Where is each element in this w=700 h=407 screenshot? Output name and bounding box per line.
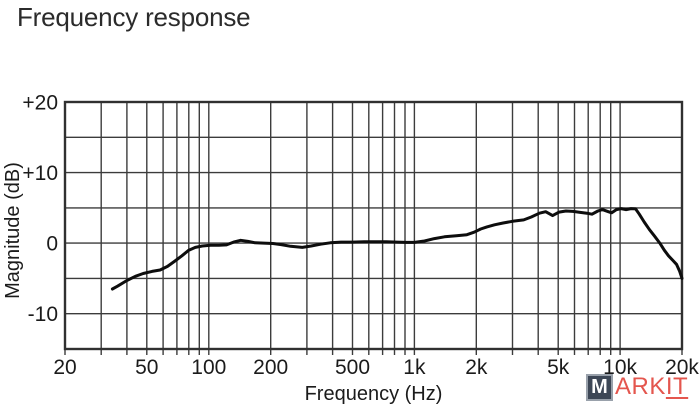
x-tick-label: 20 (53, 356, 76, 379)
y-tick-label: -10 (28, 303, 58, 326)
x-axis-title: Frequency (Hz) (305, 383, 443, 405)
y-tick-label: 0 (46, 233, 58, 256)
y-axis-title: Magnitude (dB) (2, 162, 24, 299)
plot-border (63, 100, 684, 351)
watermark-text-it: IT (665, 373, 689, 400)
x-tick-label: 100 (191, 356, 226, 379)
x-tick-label: 50 (135, 356, 158, 379)
x-tick-label: 10k (603, 356, 637, 379)
x-tick-label: 200 (253, 356, 288, 379)
x-tick-label: 1k (403, 356, 426, 379)
y-tick-label: +10 (22, 162, 58, 185)
x-tick-label: 500 (335, 356, 370, 379)
watermark-m-box: M (586, 373, 613, 401)
x-tick-label: 5k (547, 356, 570, 379)
watermark-logo: M ARKIT (586, 373, 688, 401)
watermark-text: ARKIT (615, 373, 688, 401)
x-tick-label: 20k (665, 356, 699, 379)
x-tick-label: 2k (465, 356, 488, 379)
response-curve (110, 207, 684, 291)
watermark-text-ark: ARK (615, 373, 666, 400)
watermark-m-letter: M (591, 375, 608, 398)
page-title: Frequency response (17, 2, 251, 32)
y-tick-label: +20 (22, 92, 58, 115)
